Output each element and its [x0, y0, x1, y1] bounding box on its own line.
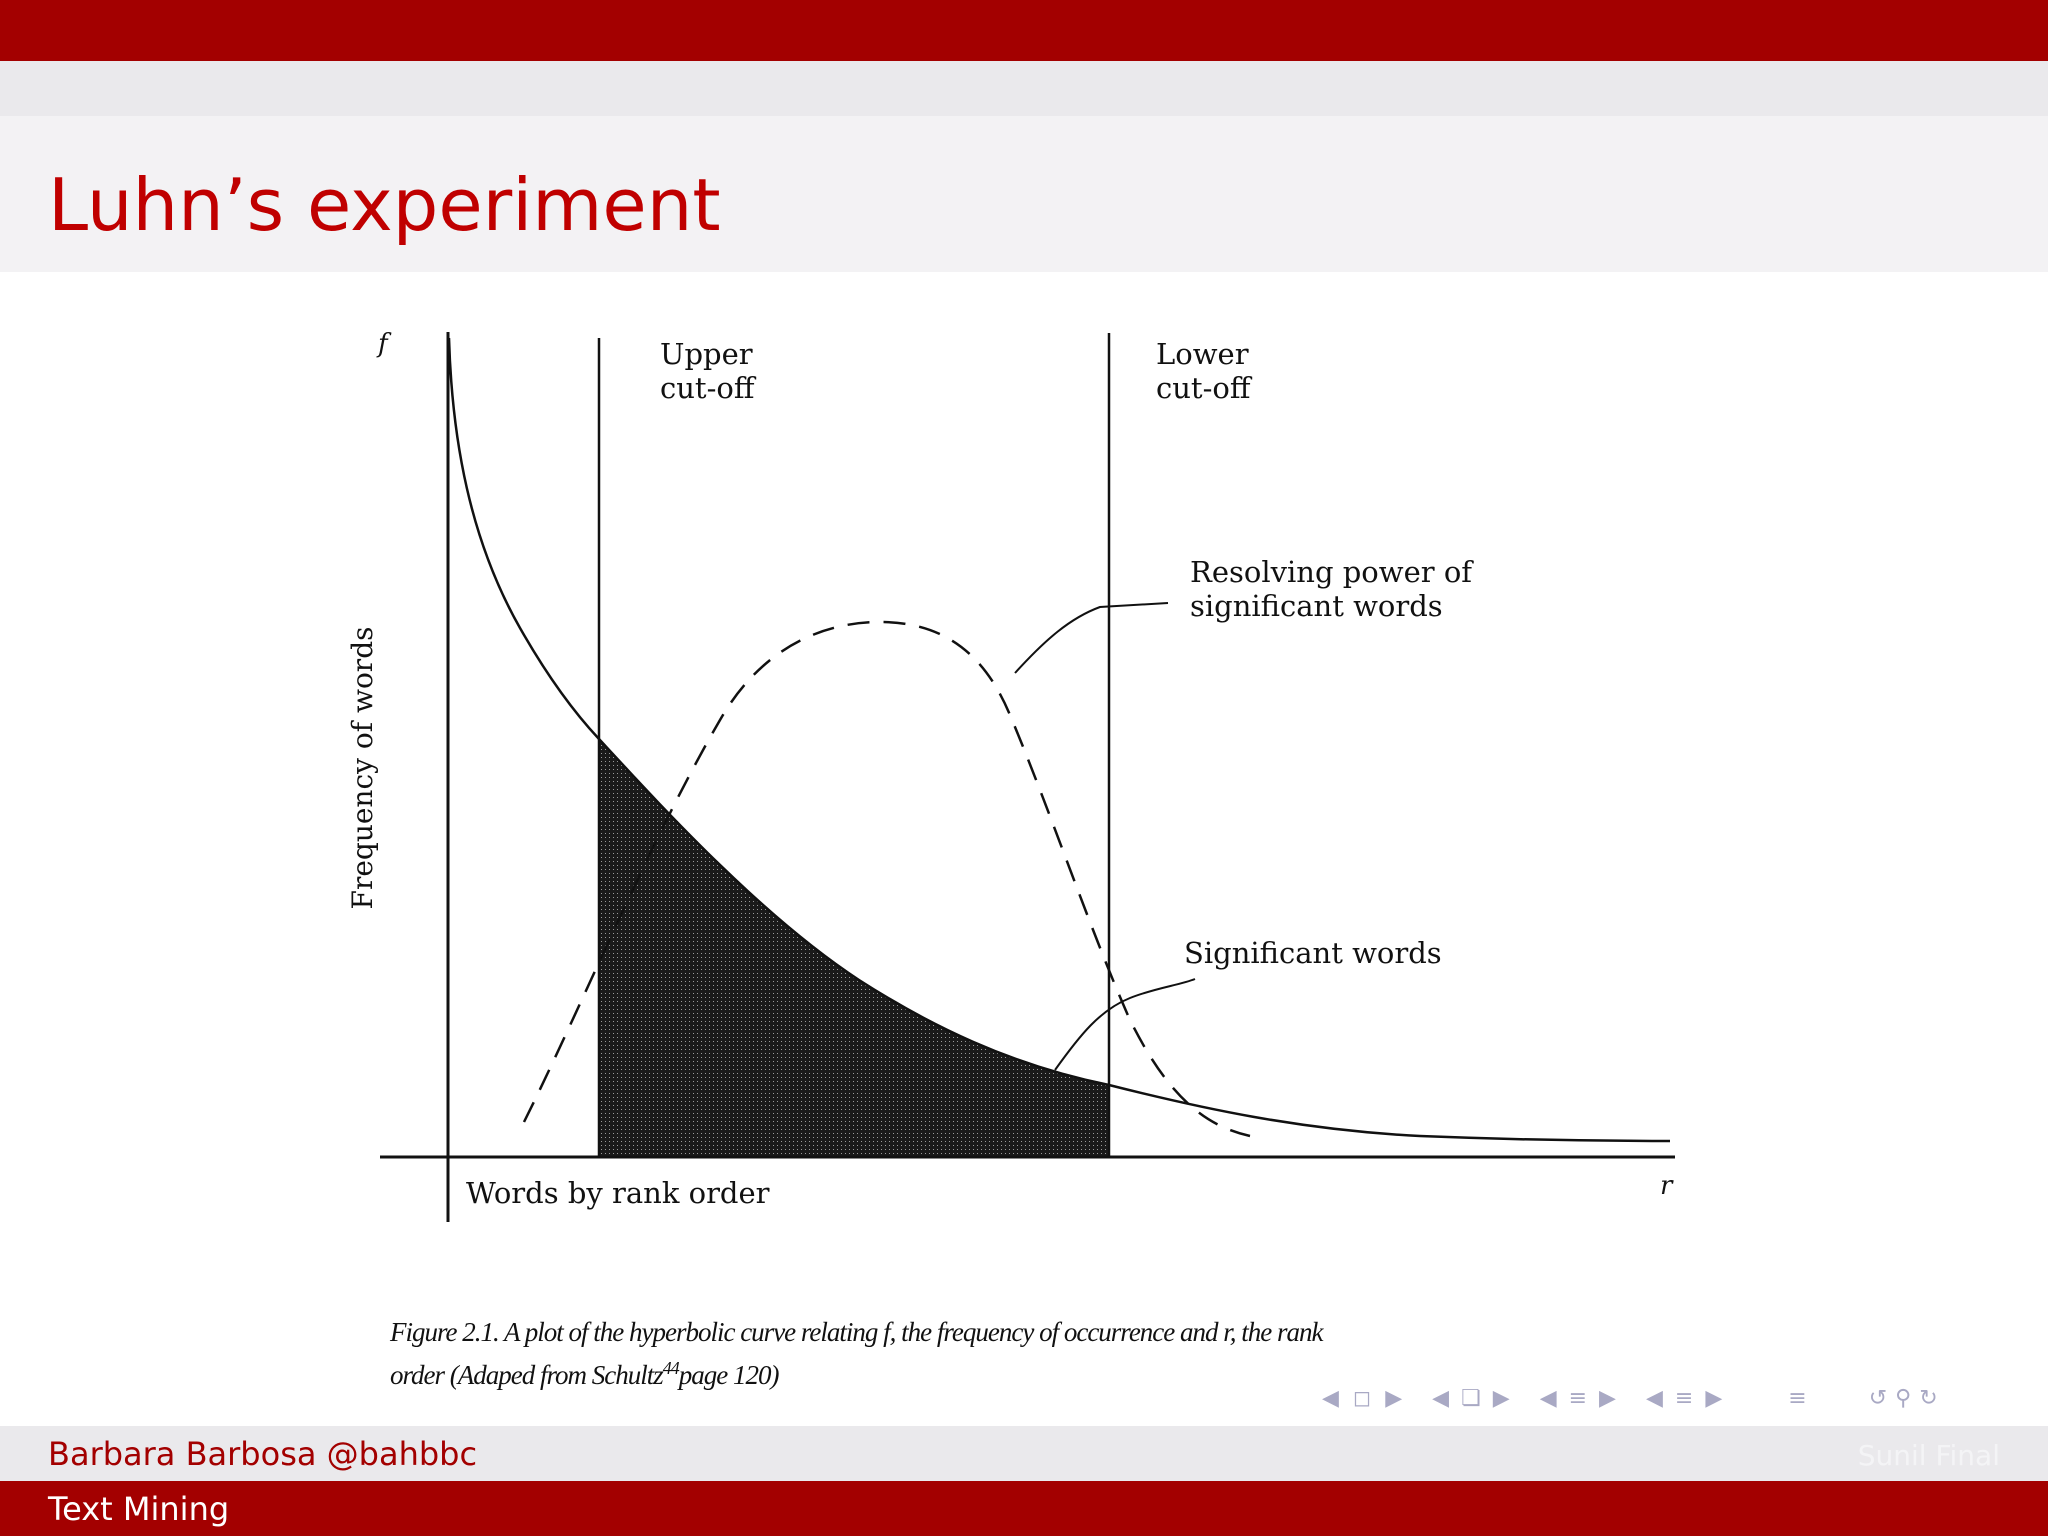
footer-title-bar: [0, 1481, 2048, 1536]
resolving-power-label-line2: significant words: [1190, 589, 1443, 623]
upper-cutoff-label-line2: cut-off: [660, 371, 757, 405]
nav-right-arrow-icon[interactable]: ▶: [1492, 1385, 1510, 1411]
subsection-list-icon[interactable]: ≡: [1674, 1385, 1694, 1411]
caption-line-2-end: page 120): [678, 1360, 780, 1390]
caption-superscript: 44: [662, 1358, 680, 1378]
lower-cutoff-label-line2: cut-off: [1156, 371, 1253, 405]
search-icon[interactable]: ⚲: [1895, 1385, 1912, 1411]
nav-right-arrow-icon[interactable]: ▶: [1599, 1385, 1616, 1411]
caption-line-1: Figure 2.1. A plot of the hyperbolic cur…: [390, 1317, 1324, 1347]
nav-left-arrow-icon[interactable]: ◀: [1645, 1385, 1663, 1411]
footer-author: Barbara Barbosa @bahbbc: [48, 1435, 478, 1473]
frequency-curve: [447, 337, 1671, 1143]
redo-icon[interactable]: ↻: [1919, 1385, 1938, 1411]
top-header-bar: [0, 0, 2048, 61]
upper-cutoff-label-line1: Upper: [660, 337, 753, 371]
navigation-strip: [0, 61, 2048, 116]
significant-region: [599, 739, 1109, 1157]
subsection-icon[interactable]: ❏: [1461, 1385, 1481, 1411]
resolving-leader-line: [1014, 602, 1169, 674]
caption-line-2: order (Adaped from Schultz: [390, 1360, 664, 1390]
section-icon[interactable]: ≡: [1568, 1385, 1588, 1411]
nav-left-arrow-icon[interactable]: ◀: [1322, 1385, 1339, 1411]
figure-caption: Figure 2.1. A plot of the hyperbolic cur…: [390, 1314, 1720, 1393]
title-band: [0, 116, 2048, 272]
lower-cutoff-label: Lower cut-off: [1156, 337, 1258, 405]
upper-cutoff-label: Upper cut-off: [660, 337, 762, 405]
corner-label-r: r: [1660, 1171, 1674, 1201]
frame-icon[interactable]: ◻: [1352, 1385, 1372, 1411]
significant-words-label: Significant words: [1184, 936, 1442, 970]
nav-left-arrow-icon[interactable]: ◀: [1539, 1385, 1557, 1411]
outline-icon[interactable]: ≡: [1788, 1385, 1807, 1411]
resolving-power-label-line1: Resolving power of: [1190, 555, 1474, 589]
luhn-figure: f r Upper cut-off Lower cut-off Resolvin…: [346, 329, 1675, 1222]
nav-right-arrow-icon[interactable]: ▶: [1385, 1385, 1403, 1411]
footer-date: Sunil Final: [1857, 1439, 2000, 1472]
lower-cutoff-label-line1: Lower: [1156, 337, 1249, 371]
nav-left-arrow-icon[interactable]: ◀: [1432, 1385, 1450, 1411]
corner-label-f: f: [376, 329, 392, 359]
footer-course-title: Text Mining: [48, 1490, 230, 1528]
significant-leader-line: [1054, 978, 1196, 1071]
y-axis-label: Frequency of words: [346, 627, 379, 910]
resolving-power-label: Resolving power of significant words: [1190, 555, 1481, 623]
resolving-power-curve: [522, 620, 1251, 1138]
footer-author-bar: [0, 1426, 2048, 1481]
slide-title: Luhn’s experiment: [48, 163, 721, 247]
undo-icon[interactable]: ↺: [1868, 1385, 1888, 1411]
x-axis-label: Words by rank order: [466, 1176, 770, 1210]
nav-right-arrow-icon[interactable]: ▶: [1705, 1385, 1723, 1411]
beamer-navigation-bar: ◀ ◻ ▶ ◀ ❏ ▶ ◀ ≡ ▶ ◀ ≡ ▶ ≡ ↺ ⚲ ↻: [1300, 1380, 2040, 1416]
